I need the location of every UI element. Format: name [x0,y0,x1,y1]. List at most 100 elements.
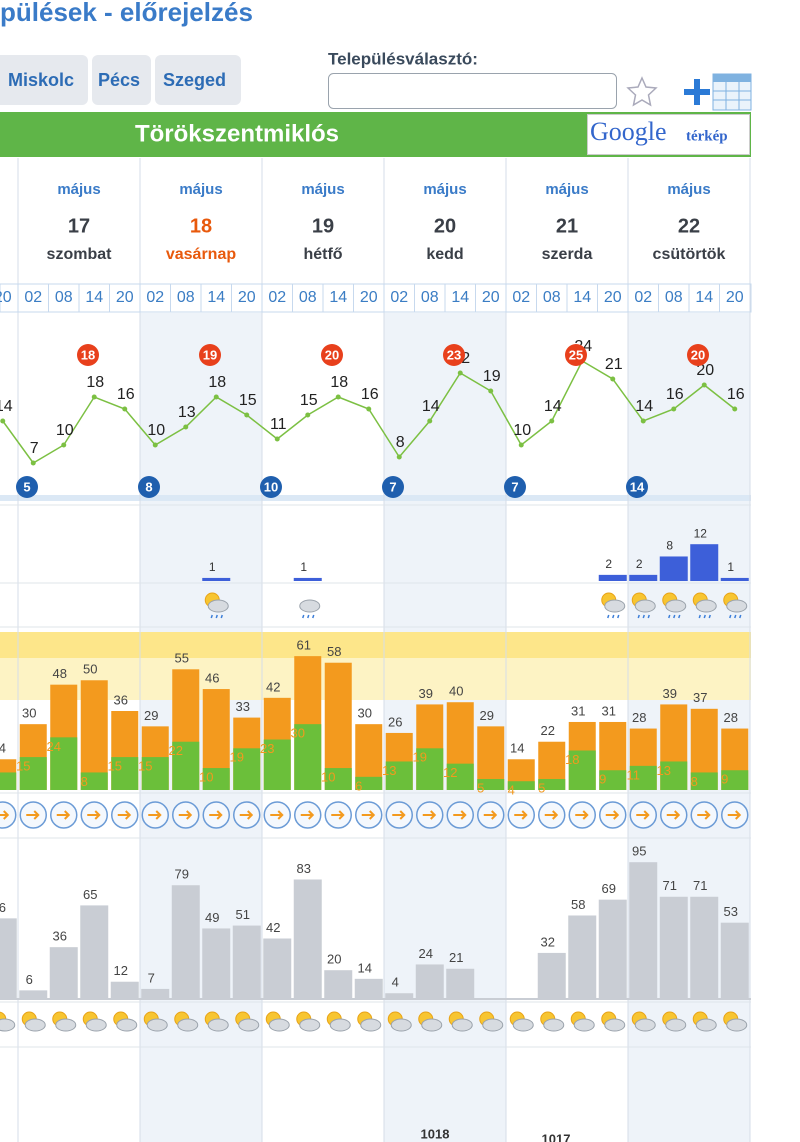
pressure-label: 1017 [542,1131,571,1142]
bar-label: 12 [114,963,128,978]
min-label: 7 [389,479,396,494]
icon-cloud [207,1018,229,1032]
weather-icon [479,1011,504,1032]
bar [80,772,108,790]
bar [49,947,78,999]
icon-cloud [726,599,748,613]
bar [385,993,414,999]
bar [629,574,658,581]
wind-arrow [721,801,749,829]
temperature-point [671,406,677,412]
day-month: május [423,181,466,198]
bar-label: 37 [693,690,707,705]
min-marker [16,476,38,498]
map-logo[interactable]: Google [590,117,667,146]
wind-arrow [660,801,688,829]
day-month: május [667,181,710,198]
bar [355,776,383,790]
icon-cloud [634,599,656,613]
tab-label[interactable]: Szeged [163,70,226,90]
bar-label: 95 [632,844,646,859]
icon-cloud [0,1018,16,1032]
wind-arrow [538,801,566,829]
weather-icon [570,1011,595,1032]
temperature-label: 18 [330,374,348,391]
temperature-label: 8 [396,434,405,451]
search-input[interactable] [328,73,617,109]
weather-icon [387,1011,412,1032]
wind-arrow [294,801,322,829]
tab-label[interactable]: Miskolc [8,70,74,90]
icon-rain [302,614,315,619]
weather-icon [631,1011,656,1032]
bar-label: 55 [175,651,189,666]
temperature-point [61,442,67,448]
bar-label: 6 [355,778,362,793]
bar [659,556,688,581]
temperature-label: 7 [30,440,39,457]
bar [598,574,627,581]
add-icon[interactable] [684,79,710,105]
day-month: május [57,181,100,198]
bar-label: 19 [230,750,244,765]
temperature-point [518,442,524,448]
temperature-label: 14 [544,398,562,415]
table-icon-grid [713,74,751,110]
tab[interactable] [92,55,151,105]
weather-icon [601,1011,626,1032]
tab[interactable] [0,55,88,105]
min-label: 14 [630,479,645,494]
bar-label: 13 [657,763,671,778]
bar [629,862,658,999]
tab[interactable] [155,55,241,105]
bar-label: 28 [724,710,738,725]
bar [19,757,47,790]
map-button[interactable] [587,114,750,155]
temperature-point [366,406,372,412]
bar [690,896,719,999]
max-marker [687,344,709,366]
bar-label: 36 [114,692,128,707]
icon-rain [668,614,681,619]
bar-label: 15 [108,759,122,774]
icon-cloud [177,1018,199,1032]
bar-label: 48 [53,666,67,681]
hour-label: 02 [268,289,286,306]
bar-label: 39 [419,686,433,701]
temperature-label: 18 [86,374,104,391]
day-weekday: hétfő [303,246,342,263]
bar-label: 13 [382,763,396,778]
bar-label: 69 [602,881,616,896]
min-marker [504,476,526,498]
tab-label[interactable]: Pécs [98,70,140,90]
day-weekday: szombat [47,246,113,263]
bar-label: 1 [209,560,216,574]
temperature-label: 14 [635,398,653,415]
bar-label: 4 [392,975,399,990]
icon-cloud [634,1018,656,1032]
icon-rain [698,614,711,619]
bar [538,779,566,790]
icon-rain [637,614,650,619]
bar-label: 22 [169,743,183,758]
bar [293,577,322,581]
hour-label: 02 [24,289,42,306]
wind-band-mid [0,658,751,700]
bar-label: 33 [236,699,250,714]
favorite-icon[interactable] [626,76,658,107]
bar-label: 71 [663,878,677,893]
temperature-point [701,382,707,388]
bar-label: 24 [419,946,433,961]
bar-label: 49 [205,910,219,925]
map-text[interactable]: térkép [686,128,728,144]
bar-label: 46 [205,670,219,685]
temp-band [0,495,751,501]
bar [293,879,322,999]
wind-arrow [568,801,596,829]
table-icon-head [713,74,751,82]
table-icon[interactable] [712,73,752,111]
bar [50,737,78,790]
bar-label: 42 [266,920,280,935]
temperature-label: 19 [483,368,501,385]
min-marker [382,476,404,498]
